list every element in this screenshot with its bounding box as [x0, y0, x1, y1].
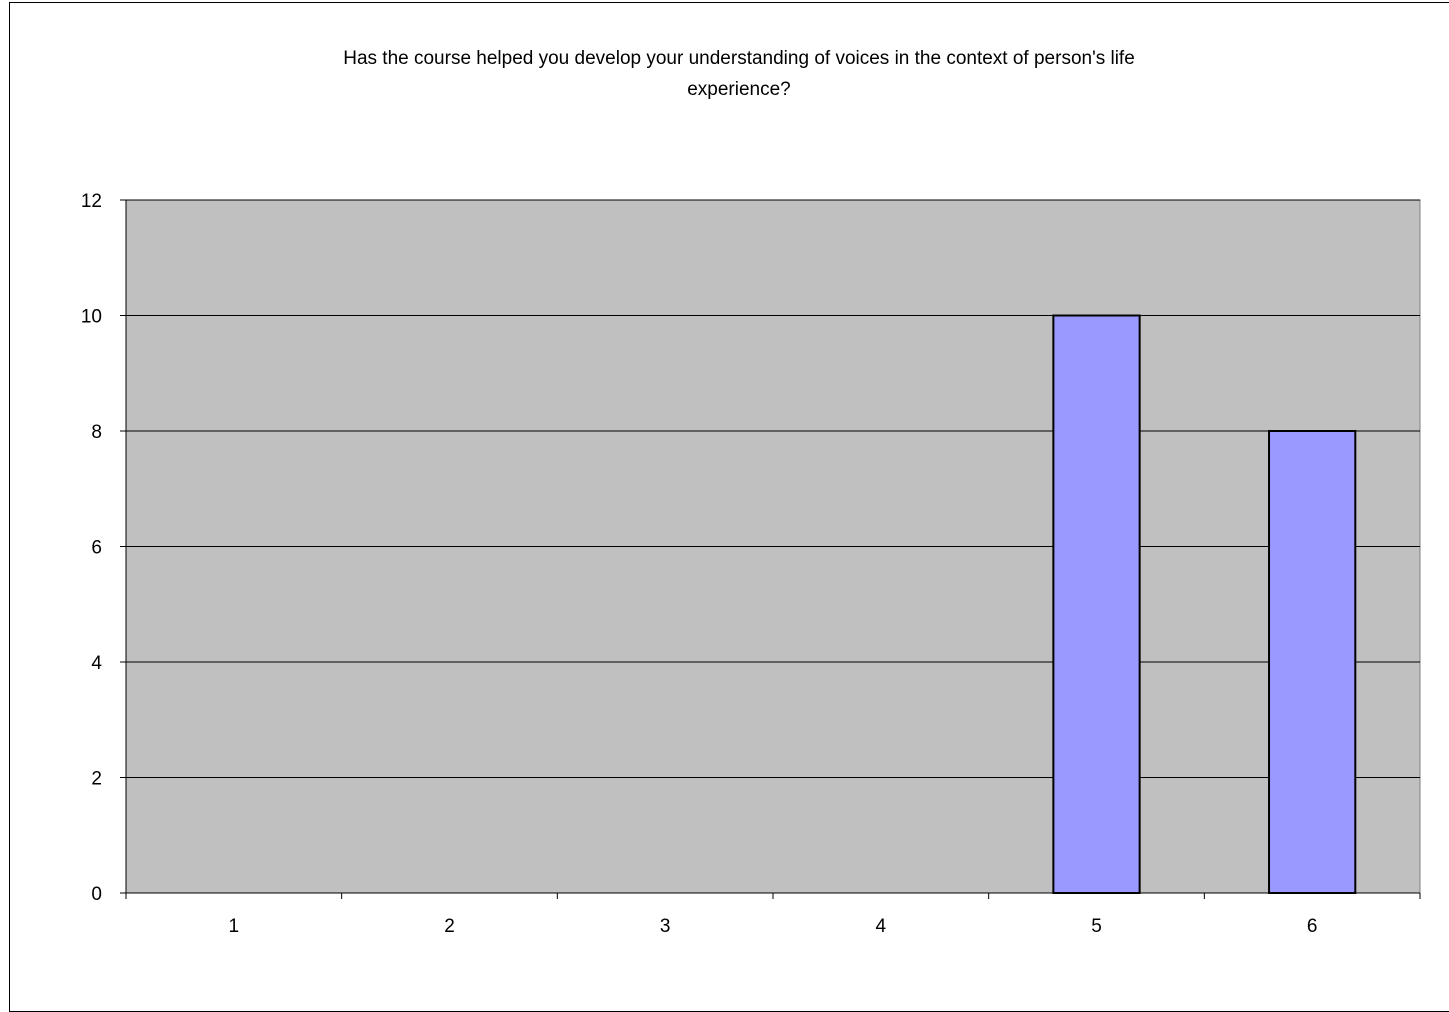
bar — [1052, 314, 1141, 894]
y-tick-label: 4 — [91, 653, 102, 674]
y-tick-label: 8 — [91, 422, 102, 443]
bars — [1052, 314, 1357, 894]
y-tick-label: 2 — [91, 769, 102, 790]
x-axis: 1 2 3 4 5 6 — [125, 892, 1421, 937]
chart-title-line-1: Has the course helped you develop your u… — [343, 48, 1135, 69]
x-tick-label: 3 — [660, 916, 671, 937]
x-tick-label: 5 — [1091, 916, 1102, 937]
chart-title: Has the course helped you develop your u… — [343, 48, 1135, 100]
y-tick-label: 10 — [81, 307, 102, 328]
x-tick-label: 1 — [229, 916, 240, 937]
y-tick-label: 12 — [81, 191, 102, 212]
bar — [1268, 430, 1357, 894]
y-tick-label: 6 — [91, 538, 102, 559]
chart-title-line-2: experience? — [687, 79, 791, 100]
gridlines — [126, 199, 1420, 778]
x-tick-label: 2 — [444, 916, 455, 937]
y-axis: 0 2 4 6 8 10 12 — [81, 191, 127, 905]
y-tick-label: 0 — [91, 884, 102, 905]
x-tick-label: 6 — [1307, 916, 1318, 937]
x-tick-label: 4 — [876, 916, 887, 937]
